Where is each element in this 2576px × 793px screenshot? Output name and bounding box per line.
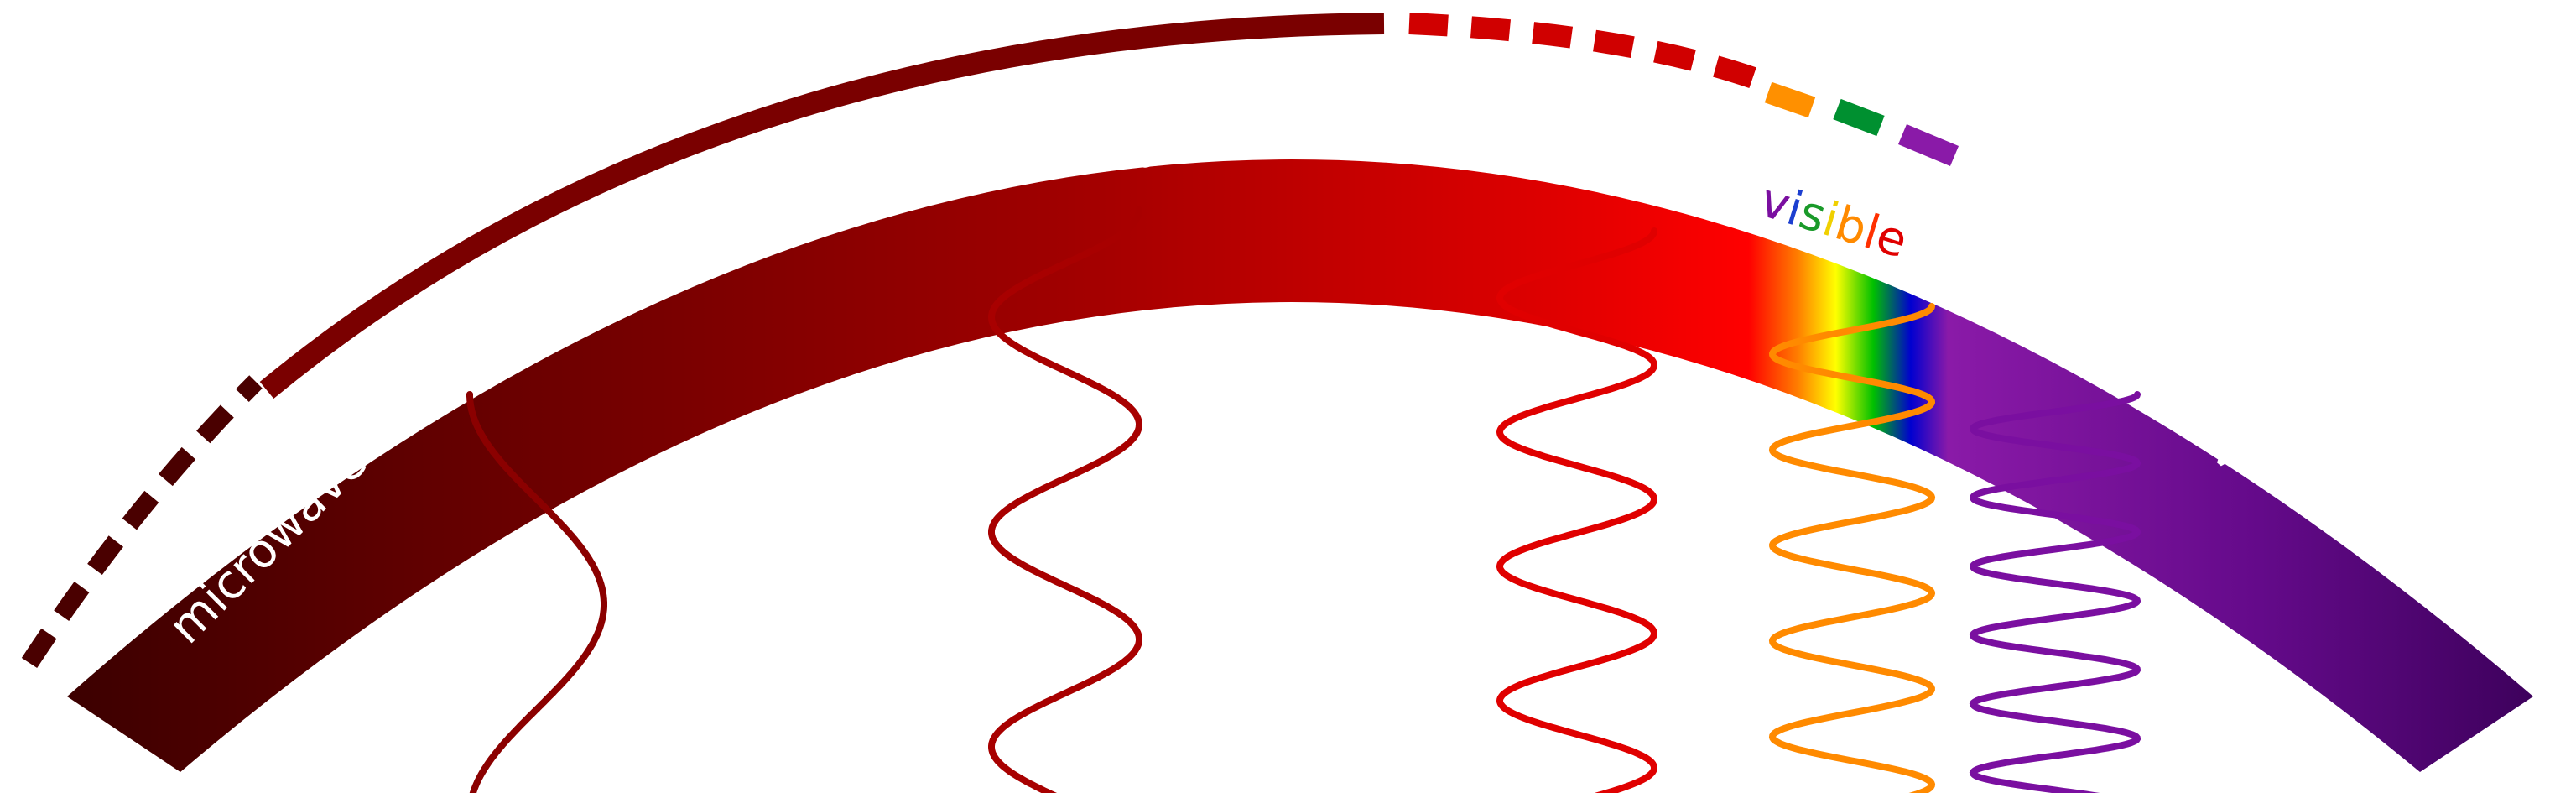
spectrum-band (67, 159, 2533, 772)
outer-arc-segment-orange (1764, 81, 1816, 118)
wave-far-ir (987, 206, 1143, 793)
wave-uv (1969, 391, 2141, 793)
outer-range-arc (259, 13, 1385, 399)
outer-range-arc-dashed-left (21, 375, 263, 669)
wave-visible (1768, 303, 1936, 793)
band-label-visible: visible (1754, 173, 1913, 269)
wave-infrared (1496, 227, 1658, 793)
wave-terahertz (466, 391, 607, 793)
band-label-infrared: infrared (1483, 104, 1673, 184)
outer-arc-segment-purple (1897, 124, 1959, 166)
outer-arc-segment-green (1833, 98, 1885, 137)
outer-range-arc-dashed-right (1408, 13, 1774, 95)
wave-group (466, 206, 2141, 793)
